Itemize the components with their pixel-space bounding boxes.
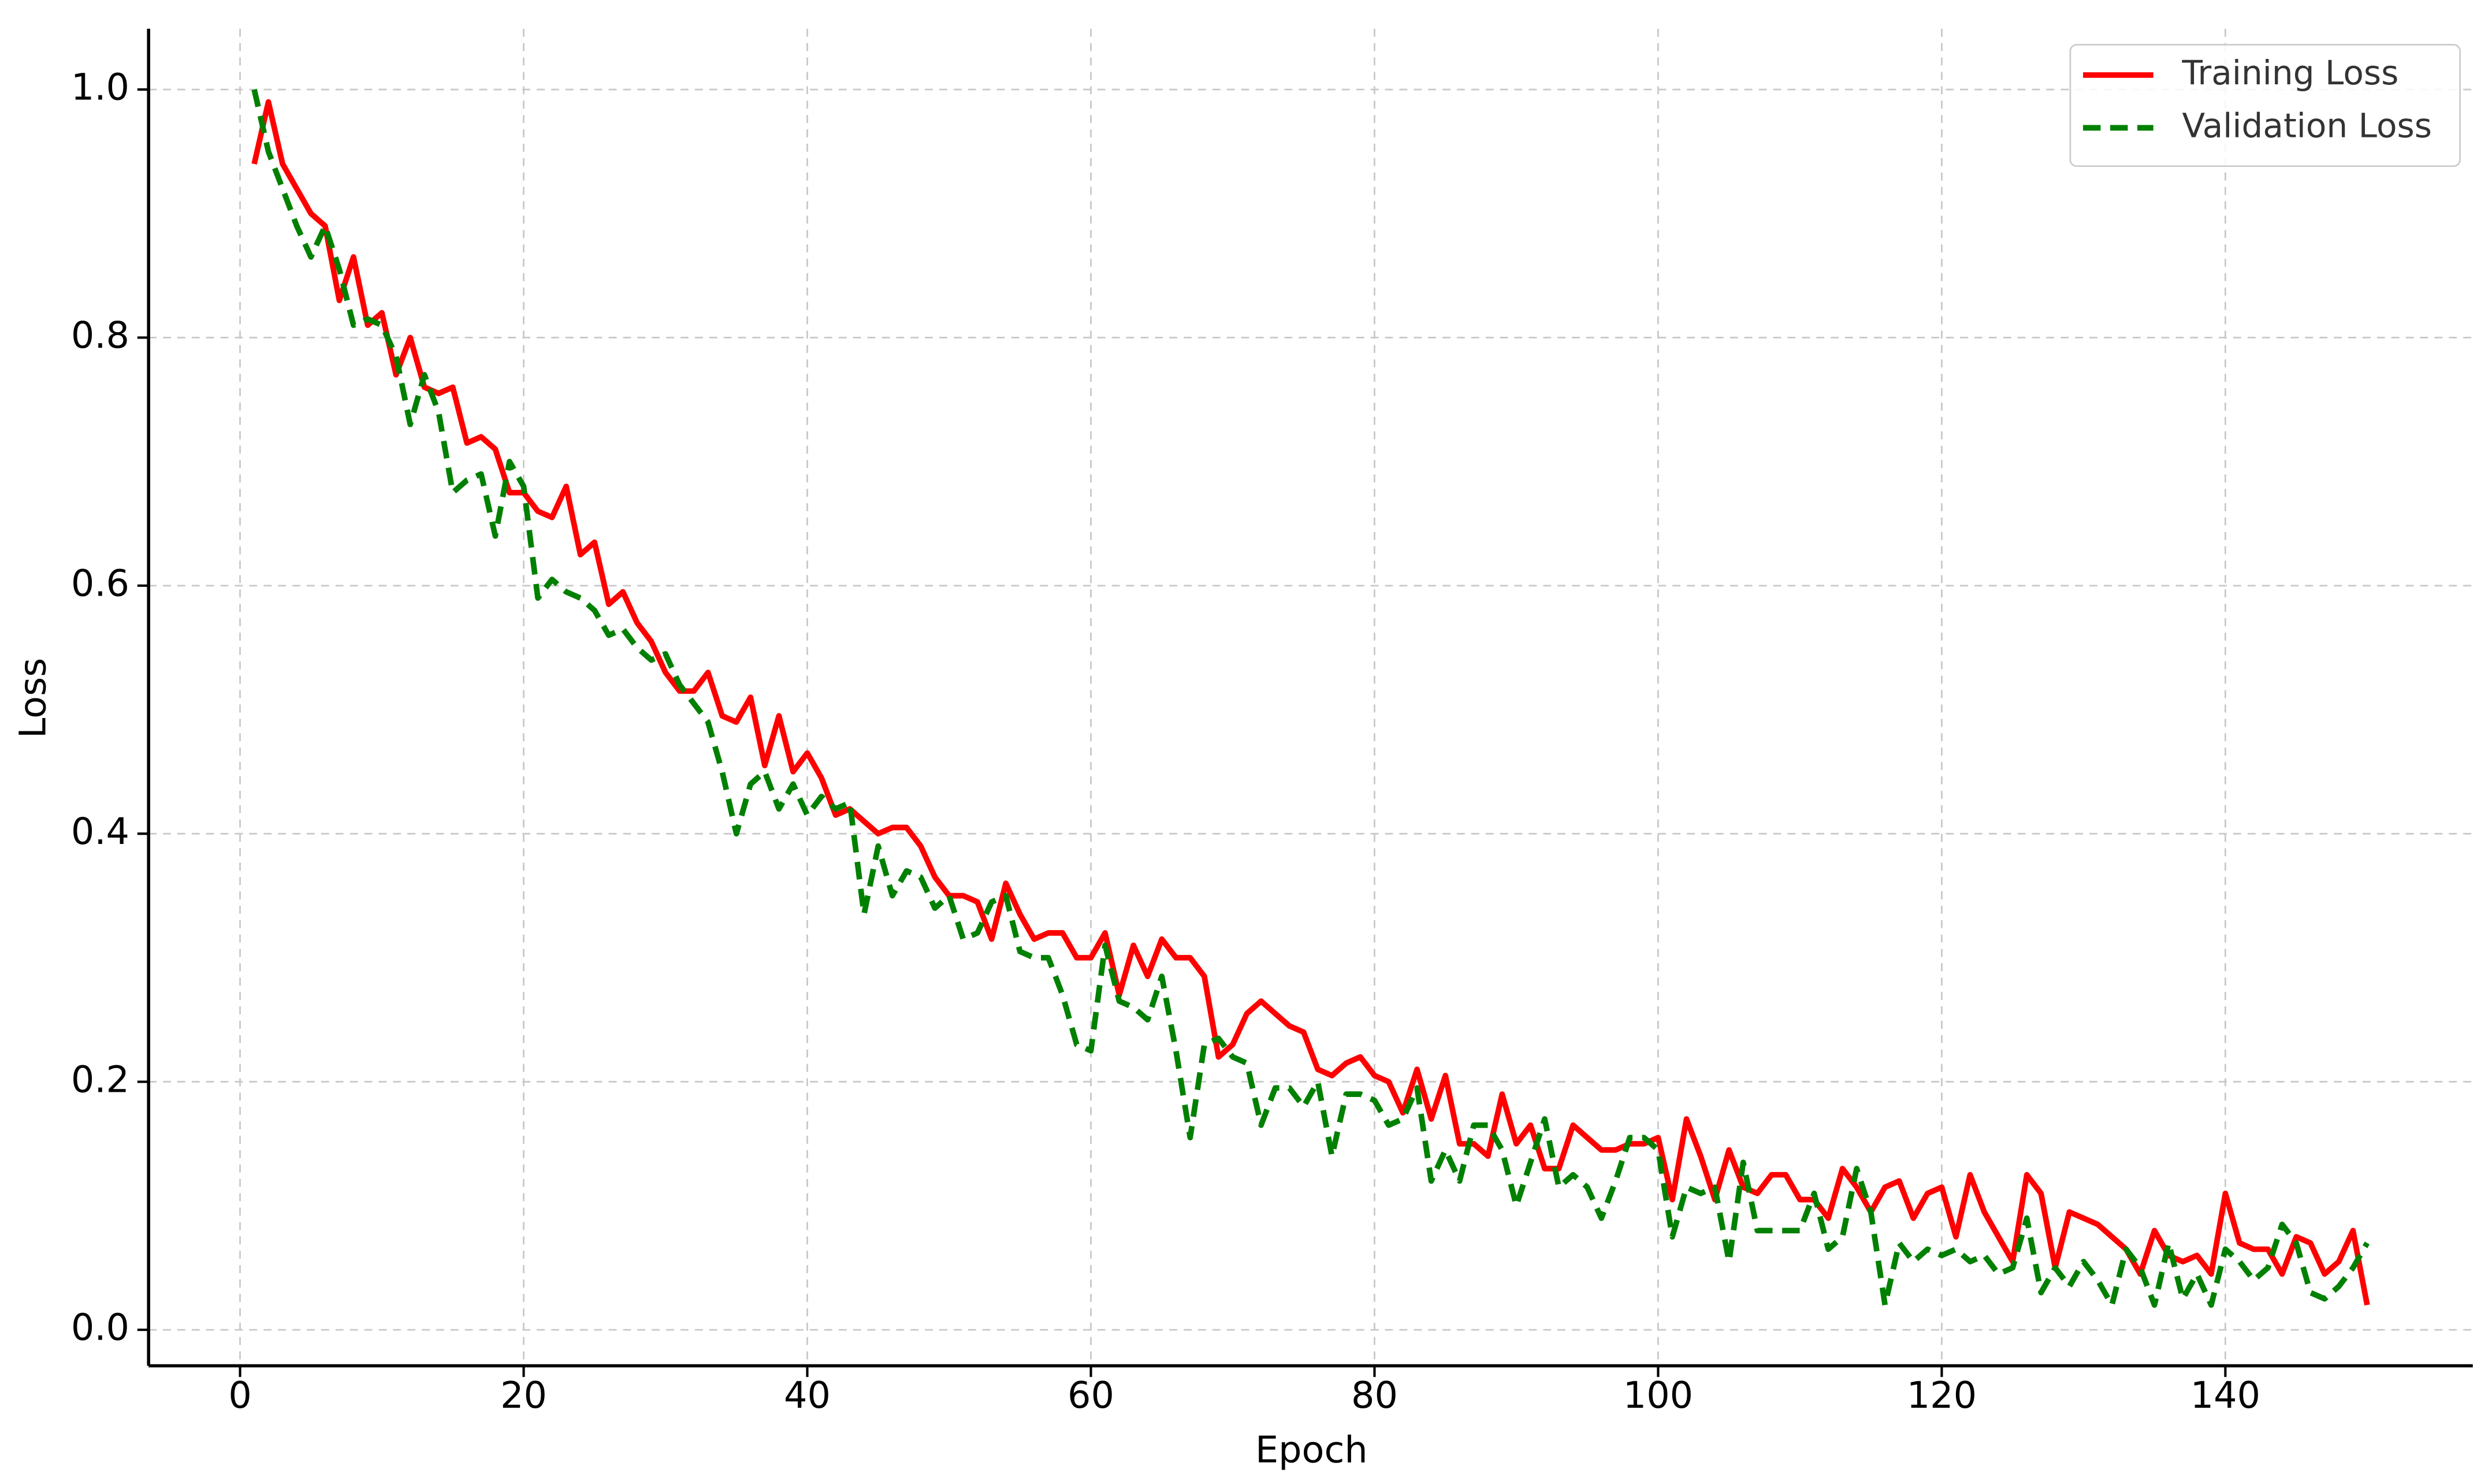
y-tick-label: 1.0 [71, 66, 129, 109]
legend-label: Training Loss [2181, 53, 2398, 92]
y-tick-label: 0.4 [71, 810, 129, 853]
y-tick-label: 0.6 [71, 561, 129, 604]
x-tick-label: 80 [1351, 1374, 1398, 1416]
x-tick-label: 60 [1068, 1374, 1114, 1416]
legend-label: Validation Loss [2182, 106, 2432, 145]
y-tick-label: 0.0 [71, 1306, 129, 1349]
x-tick-label: 40 [784, 1374, 831, 1416]
y-tick-label: 0.8 [71, 314, 129, 356]
x-tick-label: 120 [1907, 1374, 1977, 1416]
series-line [251, 88, 2370, 1308]
x-tick-label: 100 [1623, 1374, 1693, 1416]
legend-box [2069, 44, 2461, 167]
y-tick-label: 0.2 [71, 1058, 129, 1100]
y-axis-label: Loss [11, 658, 54, 738]
legend: Training Loss Validation Loss [2069, 44, 2461, 167]
x-tick-label: 140 [2190, 1374, 2260, 1416]
x-axis-label: Epoch [1255, 1428, 1368, 1471]
x-tick-label: 0 [228, 1374, 251, 1416]
x-tick-label: 20 [500, 1374, 547, 1416]
series-line [251, 99, 2370, 1306]
